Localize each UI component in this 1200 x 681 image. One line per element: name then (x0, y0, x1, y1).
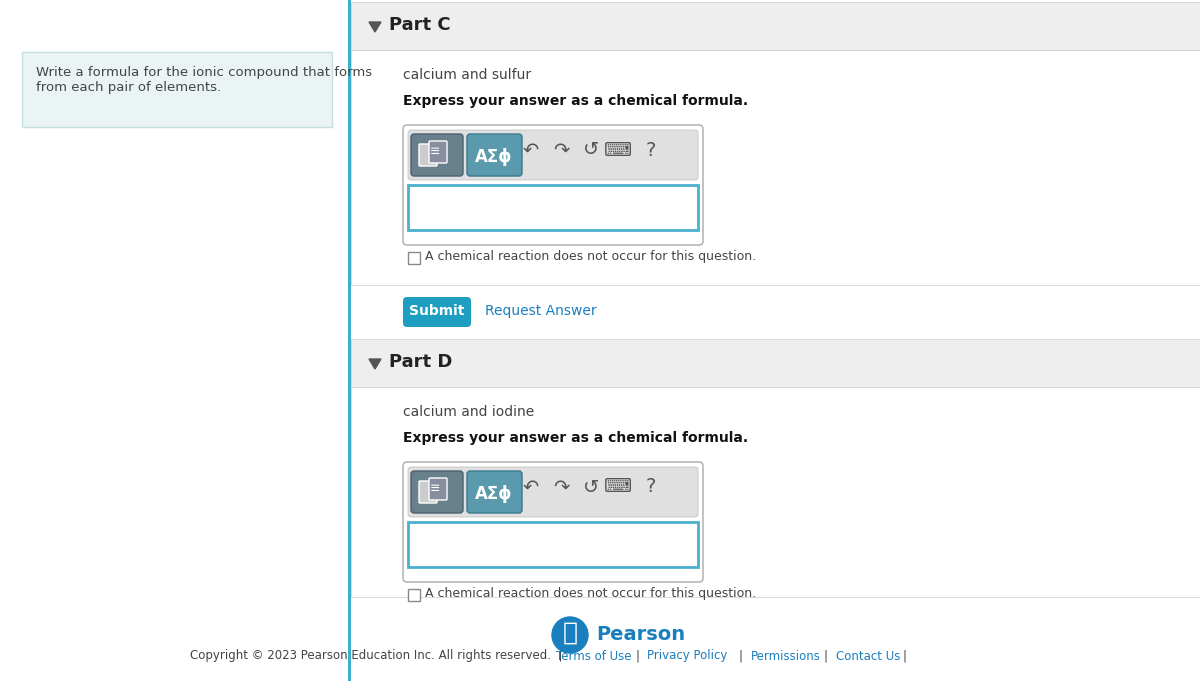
Text: |: | (823, 650, 828, 663)
Bar (408, 252, 420, 264)
Text: ?: ? (646, 477, 656, 496)
Text: Ⓟ: Ⓟ (563, 621, 577, 645)
Text: ↷: ↷ (553, 477, 569, 496)
Text: Contact Us: Contact Us (835, 650, 900, 663)
Bar (22, 52, 332, 127)
Text: ↶: ↶ (523, 477, 539, 496)
FancyBboxPatch shape (403, 297, 470, 327)
Text: AΣϕ: AΣϕ (475, 148, 512, 166)
Text: |: | (739, 650, 743, 663)
Text: Part D: Part D (389, 353, 452, 371)
Text: Submit: Submit (409, 304, 464, 318)
FancyBboxPatch shape (467, 134, 522, 176)
Bar (408, 522, 698, 567)
Text: ⌨: ⌨ (604, 140, 632, 159)
Text: Copyright © 2023 Pearson Education Inc. All rights reserved.  |: Copyright © 2023 Pearson Education Inc. … (190, 650, 570, 663)
Text: Express your answer as a chemical formula.: Express your answer as a chemical formul… (403, 94, 748, 108)
Text: Request Answer: Request Answer (485, 304, 596, 318)
FancyBboxPatch shape (403, 462, 703, 582)
Bar (352, 387, 1200, 597)
Text: ↺: ↺ (583, 477, 599, 496)
Text: Permissions: Permissions (751, 650, 821, 663)
Text: Terms of Use: Terms of Use (556, 650, 631, 663)
Text: Pearson: Pearson (596, 626, 685, 644)
Text: |: | (635, 650, 640, 663)
FancyBboxPatch shape (403, 125, 703, 245)
FancyBboxPatch shape (408, 467, 698, 517)
Text: A chemical reaction does not occur for this question.: A chemical reaction does not occur for t… (425, 250, 756, 263)
Text: ?: ? (646, 140, 656, 159)
Text: calcium and sulfur: calcium and sulfur (403, 68, 532, 82)
FancyBboxPatch shape (410, 471, 463, 513)
Text: ↺: ↺ (583, 140, 599, 159)
FancyBboxPatch shape (410, 134, 463, 176)
Bar (352, 339, 1200, 387)
Text: Write a formula for the ionic compound that forms
from each pair of elements.: Write a formula for the ionic compound t… (36, 66, 372, 94)
Text: calcium and iodine: calcium and iodine (403, 405, 534, 419)
Bar (408, 589, 420, 601)
Circle shape (552, 617, 588, 653)
Text: ≡: ≡ (430, 145, 440, 158)
Bar (352, 50, 1200, 285)
Polygon shape (370, 359, 382, 369)
Text: ↶: ↶ (523, 140, 539, 159)
Text: Privacy Policy: Privacy Policy (647, 650, 727, 663)
Polygon shape (370, 22, 382, 32)
Text: ≡: ≡ (430, 482, 440, 495)
Bar (348, 0, 352, 681)
Bar (352, 2, 1200, 50)
Text: AΣϕ: AΣϕ (475, 485, 512, 503)
Text: A chemical reaction does not occur for this question.: A chemical reaction does not occur for t… (425, 587, 756, 600)
Text: ⌨: ⌨ (604, 477, 632, 496)
Text: Express your answer as a chemical formula.: Express your answer as a chemical formul… (403, 431, 748, 445)
Text: Part C: Part C (389, 16, 451, 34)
Bar (408, 185, 698, 230)
FancyBboxPatch shape (419, 144, 437, 166)
FancyBboxPatch shape (430, 478, 446, 500)
FancyBboxPatch shape (467, 471, 522, 513)
FancyBboxPatch shape (419, 481, 437, 503)
FancyBboxPatch shape (408, 130, 698, 180)
Text: ↷: ↷ (553, 140, 569, 159)
Text: |: | (902, 650, 907, 663)
FancyBboxPatch shape (430, 141, 446, 163)
